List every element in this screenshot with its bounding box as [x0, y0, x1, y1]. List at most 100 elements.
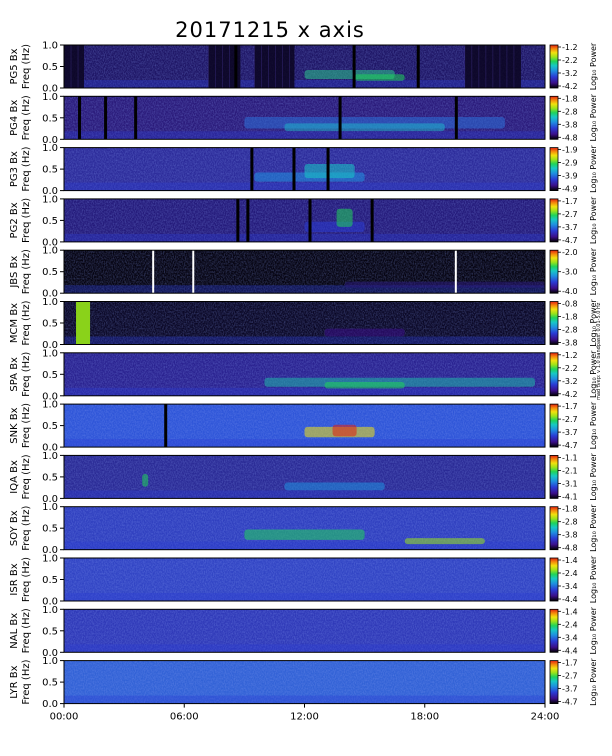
activity-band — [344, 281, 545, 288]
ylabel-station: SPA Bx — [9, 357, 20, 392]
data-gap — [254, 45, 295, 88]
dropout-line — [308, 198, 312, 242]
ylabel-freq: Freq (Hz) — [21, 95, 32, 140]
colorbar — [549, 608, 559, 653]
y-tick-label: 1.0 — [42, 502, 58, 513]
colorbar-tick-label: -3.2 — [562, 69, 578, 78]
colorbar-tick-label: -1.8 — [562, 313, 578, 322]
panel-snk: 1.0 0.5 0.0 SNK Bx Freq (Hz) -1.7 -2.7 -3.7 -4.7… — [9, 400, 598, 454]
ylabel-station: PG4 Bx — [9, 100, 20, 136]
colorbar-tick-label: -4.7 — [562, 441, 578, 450]
colorbar — [549, 147, 559, 192]
colorbar-tick-label: -3.0 — [562, 268, 578, 277]
colorbar — [549, 557, 559, 602]
low-freq-strip — [64, 695, 545, 704]
activity-band — [324, 328, 405, 337]
colorbar-tick-label: -1.7 — [562, 197, 578, 206]
panel-pg2: 1.0 0.5 0.0 PG2 Bx Freq (Hz) -1.7 -2.7 -3.7 -4.7… — [9, 194, 598, 248]
colorbar-tick-label: -4.2 — [562, 82, 578, 91]
y-tick-label: 0.5 — [42, 165, 58, 176]
dropout-line — [236, 198, 240, 242]
saturated-block — [76, 301, 91, 345]
chart-title: 20171215 x axis — [175, 18, 365, 42]
ylabel-freq: Freq (Hz) — [21, 146, 32, 191]
colorbar-tick-label: -2.7 — [562, 415, 578, 424]
colorbar-tick-label: -3.7 — [562, 428, 578, 437]
panel-nal: 1.0 0.5 0.0 NAL Bx Freq (Hz) -1.4 -2.4 -3.4 -4.4… — [9, 605, 598, 659]
panel-isr: 1.0 0.5 0.0 ISR Bx Freq (Hz) -1.4 -2.4 -3.4 -4.4… — [9, 554, 598, 608]
colorbar — [549, 454, 559, 499]
colorbar-tick-label: -2.2 — [562, 364, 578, 373]
low-freq-strip — [64, 439, 545, 448]
panel-iqa: 1.0 0.5 0.0 IQA Bx Freq (Hz) -1.1 -2.1 -3.1 -4.1… — [9, 451, 598, 505]
colorbar-tick-label: -3.4 — [562, 582, 578, 591]
y-tick-label: 1.0 — [42, 246, 58, 257]
colorbar-tick-label: -1.9 — [562, 146, 578, 155]
ylabel-station: PG2 Bx — [9, 202, 20, 238]
ylabel-freq: Freq (Hz) — [21, 403, 32, 448]
colorbar-tick-label: -2.0 — [562, 248, 578, 257]
ylabel-freq: Freq (Hz) — [21, 506, 32, 551]
ylabel-station: ISR Bx — [9, 563, 20, 595]
y-tick-label: 0.0 — [42, 648, 58, 659]
colorbar-tick-label: -4.0 — [562, 287, 578, 296]
dropout-line — [234, 45, 238, 88]
y-tick-label: 0.0 — [42, 186, 58, 197]
colorbar-tick-label: -3.8 — [562, 120, 578, 129]
colorbar-label: Log₁₀ Power — [589, 504, 598, 552]
ylabel-station: SOY Bx — [9, 510, 20, 546]
dropout-line — [416, 45, 420, 88]
y-tick-label: 0.5 — [42, 626, 58, 637]
colorbar — [549, 301, 559, 345]
ylabel-freq: Freq (Hz) — [21, 659, 32, 704]
colorbar-label: Log₁₀ Power — [589, 299, 598, 347]
ylabel-freq: Freq (Hz) — [21, 44, 32, 89]
colorbar-label: Log₁₀ Power — [589, 555, 598, 603]
y-tick-label: 1.0 — [42, 41, 58, 52]
y-tick-label: 0.0 — [42, 443, 58, 454]
colorbar-tick-label: -3.7 — [562, 685, 578, 694]
panel-jbs: 1.0 0.5 0.0 JBS Bx Freq (Hz) -2.0 -3.0 -4.0 Log₁… — [9, 246, 598, 300]
y-tick-label: 1.0 — [42, 92, 58, 103]
spectrogram-texture — [64, 301, 545, 345]
white-line — [454, 250, 457, 294]
colorbar-tick-label: -4.7 — [562, 236, 578, 245]
colorbar-tick-label: -2.7 — [562, 672, 578, 681]
activity-band — [284, 482, 385, 491]
colorbar-tick-label: -3.4 — [562, 633, 578, 642]
colorbar-label: Log₁₀ Power — [589, 401, 598, 449]
ylabel-station: PG3 Bx — [9, 151, 20, 187]
y-tick-label: 0.0 — [42, 84, 58, 95]
y-tick-label: 1.0 — [42, 451, 58, 462]
low-freq-strip — [64, 336, 545, 345]
y-tick-label: 0.5 — [42, 216, 58, 227]
ylabel-freq: Freq (Hz) — [21, 352, 32, 397]
colorbar-label: Log₁₀ Power — [589, 606, 598, 654]
x-tick-label: 12:00 — [290, 712, 319, 723]
panel-pg5: 1.0 0.5 0.0 PG5 Bx Freq (Hz) -1.2 -2.2 -3.2 -4.2… — [9, 41, 598, 95]
ylabel-freq: Freq (Hz) — [21, 198, 32, 243]
y-tick-label: 0.0 — [42, 135, 58, 146]
spectrogram-texture — [64, 660, 545, 704]
ylabel-freq: Freq (Hz) — [21, 608, 32, 653]
colorbar-tick-label: -1.2 — [562, 43, 578, 52]
activity-band — [244, 529, 365, 540]
colorbar — [549, 660, 559, 704]
white-line — [152, 250, 155, 294]
y-tick-label: 1.0 — [42, 400, 58, 411]
y-tick-label: 1.0 — [42, 297, 58, 308]
low-freq-strip — [64, 285, 545, 294]
colorbar-tick-label: -1.2 — [562, 351, 578, 360]
y-tick-label: 1.0 — [42, 554, 58, 565]
colorbar-tick-label: -2.8 — [562, 518, 578, 527]
colorbar-tick-label: -2.2 — [562, 56, 578, 65]
y-tick-label: 0.5 — [42, 319, 58, 330]
colorbar-tick-label: -2.8 — [562, 326, 578, 335]
activity-band — [304, 163, 355, 179]
colorbar-tick-label: -4.4 — [562, 595, 578, 604]
colorbar-label: Log₁₀ Power — [589, 452, 598, 500]
ylabel-station: SNK Bx — [9, 407, 20, 443]
spectrogram-texture — [64, 404, 545, 448]
colorbar-tick-label: -4.7 — [562, 698, 578, 707]
panel-lyr: 1.0 0.5 0.0 LYR Bx Freq (Hz) -1.7 -2.7 -3.7 -4.7… — [9, 656, 598, 710]
